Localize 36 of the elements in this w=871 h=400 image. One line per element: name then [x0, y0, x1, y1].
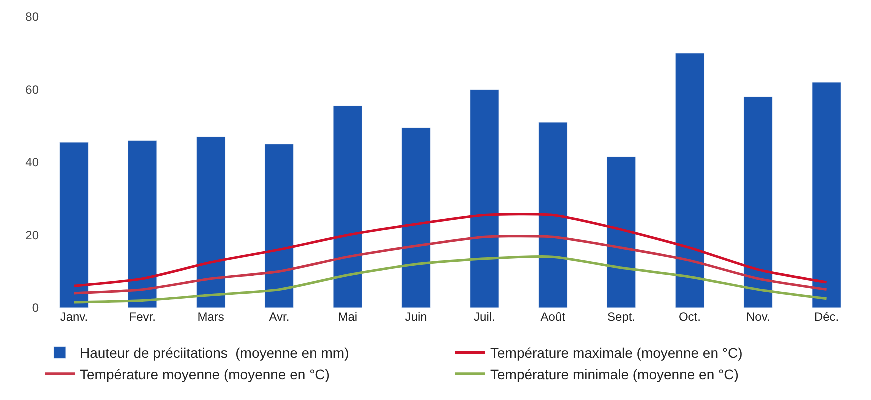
x-tick-label: Mars	[198, 310, 224, 324]
bar	[812, 82, 842, 308]
bar	[264, 144, 294, 308]
y-tick-label: 20	[26, 228, 40, 242]
legend-label: Hauteur de préciitations (moyenne en mm)	[80, 345, 350, 362]
x-tick-label: Fevr.	[129, 310, 156, 324]
y-tick-label: 60	[26, 82, 40, 97]
x-tick-label: Janv.	[60, 310, 88, 324]
line-series	[72, 256, 828, 304]
y-tick-label: 0	[32, 301, 40, 316]
line-series	[72, 213, 828, 288]
line-series	[72, 235, 828, 295]
bar	[744, 96, 773, 308]
x-tick-label: Mai	[338, 310, 358, 324]
x-tick-label: Sept.	[608, 310, 636, 324]
bar	[538, 122, 568, 308]
y-tick-label: 80	[26, 10, 40, 24]
x-tick-label: Nov.	[746, 310, 770, 324]
legend-label: Température minimale (moyenne en °C)	[490, 366, 739, 382]
legend-label: Température maximale (moyenne en °C)	[490, 345, 743, 362]
bar	[470, 90, 500, 308]
x-tick-label: Juin	[405, 310, 428, 324]
x-tick-label: Juil.	[474, 310, 496, 324]
bar	[606, 156, 636, 308]
y-tick-label: 40	[26, 156, 40, 170]
bar	[675, 53, 705, 308]
x-tick-label: Avr.	[269, 310, 290, 324]
x-tick-label: Oct.	[678, 310, 701, 324]
x-tick-label: Déc.	[814, 310, 840, 324]
legend-label: Température moyenne (moyenne en °C)	[80, 366, 330, 382]
bar	[333, 106, 362, 308]
bar	[60, 142, 89, 308]
x-tick-label: Août	[540, 310, 566, 324]
bar	[128, 140, 158, 308]
bar	[402, 128, 431, 308]
bar	[196, 136, 226, 308]
